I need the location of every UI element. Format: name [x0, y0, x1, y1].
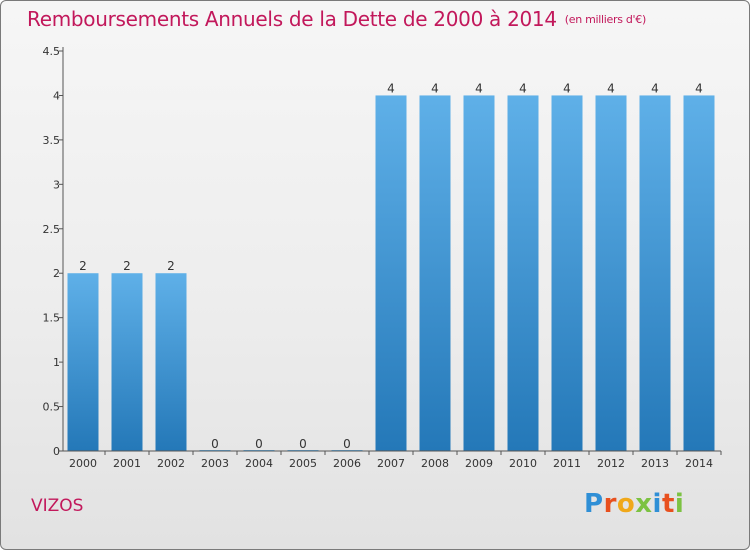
data-label-2003: 0	[211, 437, 219, 451]
bar-2001	[111, 273, 143, 451]
y-tick-label-0: 0	[53, 445, 60, 458]
bar-2008	[419, 95, 451, 451]
data-label-2009: 4	[475, 81, 483, 95]
bar-2012	[595, 95, 627, 451]
unit-text: (en milliers d'€)	[564, 13, 646, 26]
logo-letter: o	[616, 489, 636, 519]
data-label-2004: 0	[255, 437, 263, 451]
y-tick-label-0.5: 0.5	[43, 401, 61, 414]
x-tick-label-2006: 2006	[333, 457, 361, 470]
x-tick-label-2013: 2013	[641, 457, 669, 470]
chart-title: Remboursements Annuels de la Dette de 20…	[27, 7, 646, 31]
data-label-2006: 0	[343, 437, 351, 451]
bar-2002	[155, 273, 187, 451]
bar-2014	[683, 95, 715, 451]
y-tick-label-2: 2	[53, 267, 60, 280]
x-tick-label-2007: 2007	[377, 457, 405, 470]
logo-letter: t	[661, 489, 675, 519]
logo-letter: r	[603, 489, 617, 519]
data-label-2008: 4	[431, 81, 439, 95]
logo-letter: x	[635, 489, 653, 519]
bar-2007	[375, 95, 407, 451]
data-label-2005: 0	[299, 437, 307, 451]
x-tick-label-2002: 2002	[157, 457, 185, 470]
logo-letter: i	[652, 489, 662, 519]
x-tick-label-2012: 2012	[597, 457, 625, 470]
logo-letter: i	[674, 489, 685, 519]
y-tick-label-2.5: 2.5	[43, 223, 61, 236]
x-tick-label-2010: 2010	[509, 457, 537, 470]
data-label-2000: 2	[79, 259, 87, 273]
x-tick-label-2005: 2005	[289, 457, 317, 470]
commune-name: VIZOS	[31, 496, 84, 516]
data-label-2002: 2	[167, 259, 175, 273]
y-tick-label-3: 3	[53, 178, 60, 191]
x-tick-label-2001: 2001	[113, 457, 141, 470]
bar-2013	[639, 95, 671, 451]
data-label-2012: 4	[607, 81, 615, 95]
data-label-2010: 4	[519, 81, 527, 95]
y-tick-label-4.5: 4.5	[43, 45, 61, 58]
bar-2011	[551, 95, 583, 451]
x-tick-label-2004: 2004	[245, 457, 273, 470]
bar-2000	[67, 273, 99, 451]
data-label-2011: 4	[563, 81, 571, 95]
data-label-2007: 4	[387, 81, 395, 95]
data-label-2013: 4	[651, 81, 659, 95]
x-tick-label-2008: 2008	[421, 457, 449, 470]
bar-2009	[463, 95, 495, 451]
data-label-2001: 2	[123, 259, 131, 273]
title-text: Remboursements Annuels de la Dette de 20…	[27, 7, 557, 31]
x-tick-label-2003: 2003	[201, 457, 229, 470]
data-label-2014: 4	[695, 81, 703, 95]
y-tick-label-4: 4	[53, 89, 60, 102]
proxiti-logo[interactable]: Proxiti	[584, 489, 684, 519]
x-tick-label-2009: 2009	[465, 457, 493, 470]
bar-2010	[507, 95, 539, 451]
y-tick-label-1.5: 1.5	[43, 312, 61, 325]
logo-letter: P	[584, 489, 604, 519]
x-tick-label-2011: 2011	[553, 457, 581, 470]
x-tick-label-2000: 2000	[69, 457, 97, 470]
y-tick-label-1: 1	[53, 356, 60, 369]
y-tick-label-3.5: 3.5	[43, 134, 61, 147]
x-tick-label-2014: 2014	[685, 457, 713, 470]
